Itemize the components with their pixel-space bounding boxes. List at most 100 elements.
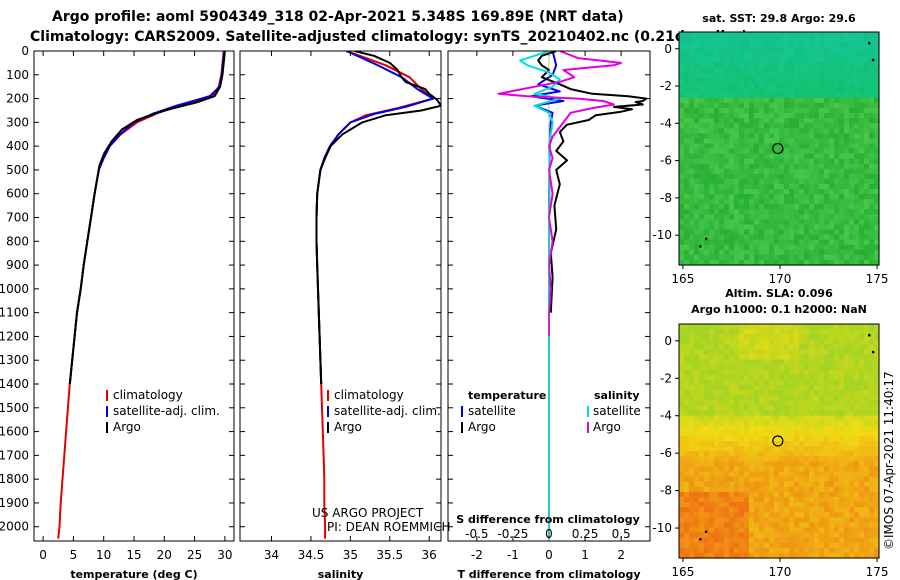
heatmap-cell (829, 395, 835, 401)
heatmap-cell (769, 420, 775, 427)
heatmap-cell (864, 82, 870, 89)
heatmap-cell (699, 82, 705, 89)
heatmap-cell (744, 128, 750, 134)
heatmap-cell (839, 522, 845, 529)
heatmap-cell (814, 214, 820, 221)
heatmap-cell (714, 339, 720, 345)
heatmap-cell (859, 349, 865, 356)
heatmap-cell (749, 173, 755, 180)
heatmap-cell (829, 102, 835, 109)
heatmap-cell (764, 123, 770, 129)
heatmap-cell (834, 32, 840, 38)
heatmap-cell (849, 244, 855, 251)
heatmap-cell (869, 359, 875, 366)
heatmap-cell (754, 446, 760, 452)
heatmap-cell (869, 430, 875, 437)
heatmap-cell (754, 113, 760, 119)
heatmap-cell (864, 97, 870, 104)
heatmap-cell (744, 123, 750, 129)
heatmap-cell (839, 491, 845, 498)
heatmap-cell (829, 82, 835, 89)
heatmap-cell (719, 471, 725, 478)
heatmap-cell (864, 209, 870, 215)
heatmap-cell (754, 42, 760, 48)
heatmap-cell (694, 446, 700, 452)
heatmap-cell (789, 542, 795, 549)
heatmap-cell (819, 138, 825, 145)
heatmap-cell (719, 173, 725, 180)
heatmap-cell (694, 502, 700, 508)
heatmap-cell (774, 214, 780, 221)
heatmap-cell (779, 189, 785, 195)
heatmap-cell (734, 158, 740, 165)
heatmap-cell (714, 369, 720, 376)
heatmap-cell (784, 369, 790, 376)
heatmap-cell (789, 219, 795, 226)
heatmap-cell (769, 163, 775, 170)
heatmap-cell (694, 344, 700, 351)
heatmap-cell (809, 476, 815, 483)
heatmap-cell (794, 324, 800, 330)
heatmap-cell (734, 118, 740, 124)
heatmap-cell (824, 204, 830, 210)
heatmap-cell (679, 239, 685, 246)
heatmap-cell (774, 507, 780, 513)
heatmap-cell (824, 435, 830, 442)
heatmap-cell (729, 92, 735, 99)
heatmap-cell (734, 329, 740, 335)
heatmap-cell (789, 415, 795, 422)
heatmap-cell (809, 461, 815, 468)
heatmap-cell (854, 77, 860, 84)
y-tick-label: 1200 (0, 329, 29, 343)
heatmap-cell (729, 369, 735, 376)
heatmap-cell (804, 395, 810, 401)
heatmap-cell (809, 512, 815, 518)
heatmap-cell (819, 420, 825, 427)
heatmap-cell (859, 82, 865, 89)
heatmap-cell (869, 118, 875, 124)
heatmap-cell (689, 32, 695, 38)
heatmap-cell (829, 400, 835, 406)
heatmap-cell (829, 364, 835, 371)
heatmap-cell (719, 102, 725, 109)
heatmap-cell (764, 133, 770, 139)
heatmap-cell (869, 47, 875, 53)
heatmap-cell (729, 451, 735, 457)
heatmap-cell (834, 324, 840, 330)
heatmap-cell (809, 446, 815, 452)
heatmap-cell (789, 349, 795, 356)
heatmap-cell (724, 502, 730, 508)
heatmap-cell (689, 466, 695, 473)
heatmap-cell (699, 32, 705, 38)
heatmap-cell (829, 123, 835, 129)
heatmap-cell (749, 552, 755, 559)
heatmap-cell (844, 153, 850, 160)
heatmap-cell (734, 173, 740, 180)
heatmap-cell (869, 199, 875, 205)
heatmap-cells (679, 324, 880, 559)
heatmap-cell (839, 82, 845, 89)
heatmap-cell (844, 527, 850, 534)
heatmap-cell (864, 143, 870, 150)
heatmap-cell (739, 349, 745, 356)
heatmap-cell (739, 194, 745, 200)
heatmap-cell (829, 385, 835, 391)
heatmap-cell (719, 547, 725, 554)
heatmap-cell (839, 57, 845, 63)
heatmap-cell (839, 466, 845, 473)
heatmap-cell (824, 502, 830, 508)
heatmap-cell (679, 148, 685, 155)
heatmap-cell (694, 57, 700, 63)
heatmap-cell (844, 532, 850, 539)
heatmap-cell (734, 107, 740, 114)
heatmap-cell (874, 67, 880, 74)
heatmap-cell (754, 254, 760, 261)
heatmap-cell (719, 32, 725, 38)
heatmap-cell (844, 364, 850, 371)
heatmap-cell (719, 552, 725, 559)
heatmap-cell (814, 522, 820, 529)
heatmap-cell (829, 471, 835, 478)
heatmap-cell (684, 234, 690, 241)
heatmap-cell (779, 219, 785, 226)
heatmap-cell (789, 254, 795, 261)
